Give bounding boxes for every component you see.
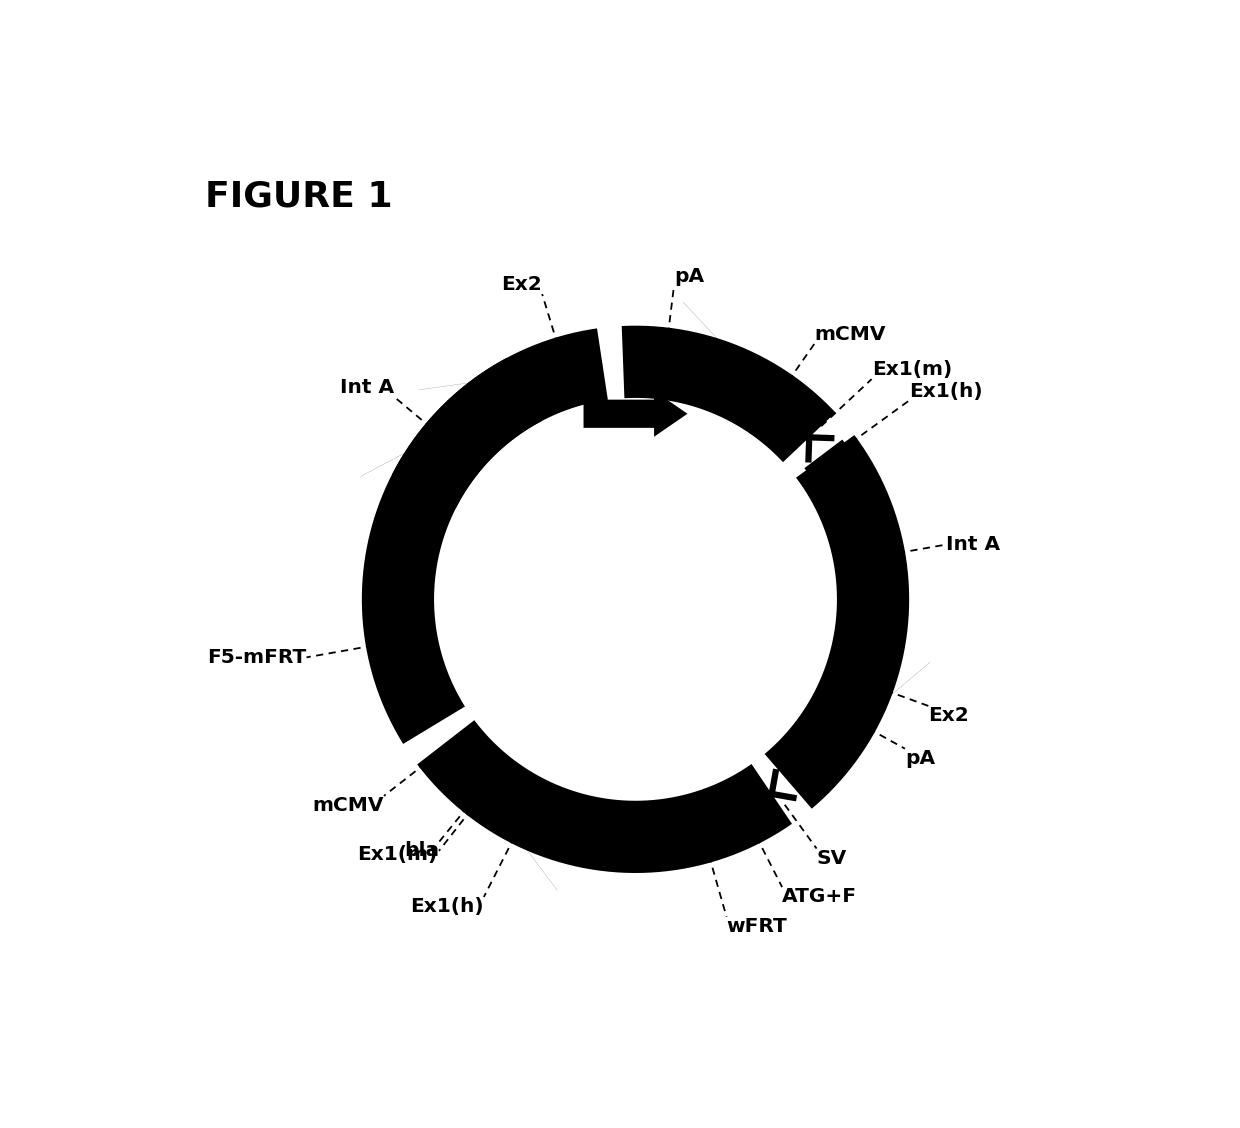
Text: Ex1(h): Ex1(h) (909, 381, 982, 400)
Text: Ex2: Ex2 (929, 706, 970, 725)
Text: F5-mFRT: F5-mFRT (207, 647, 306, 667)
Text: SV: SV (817, 848, 847, 867)
Text: FIGURE 1: FIGURE 1 (205, 179, 393, 214)
Text: Int A: Int A (946, 535, 1001, 554)
FancyArrow shape (584, 390, 687, 437)
Text: pA: pA (905, 749, 935, 768)
Text: pA: pA (675, 267, 704, 287)
Text: mCMV: mCMV (815, 325, 885, 344)
Text: Ex2: Ex2 (501, 275, 542, 294)
Text: Int A: Int A (340, 378, 394, 397)
Text: Ex1(m): Ex1(m) (872, 360, 952, 379)
Text: ATG+F: ATG+F (782, 887, 857, 906)
Text: bla: bla (404, 841, 439, 861)
Text: wFRT: wFRT (727, 917, 787, 936)
Text: Ex1(m): Ex1(m) (357, 845, 436, 864)
Text: Ex1(h): Ex1(h) (410, 897, 484, 916)
Text: mCMV: mCMV (312, 796, 384, 814)
